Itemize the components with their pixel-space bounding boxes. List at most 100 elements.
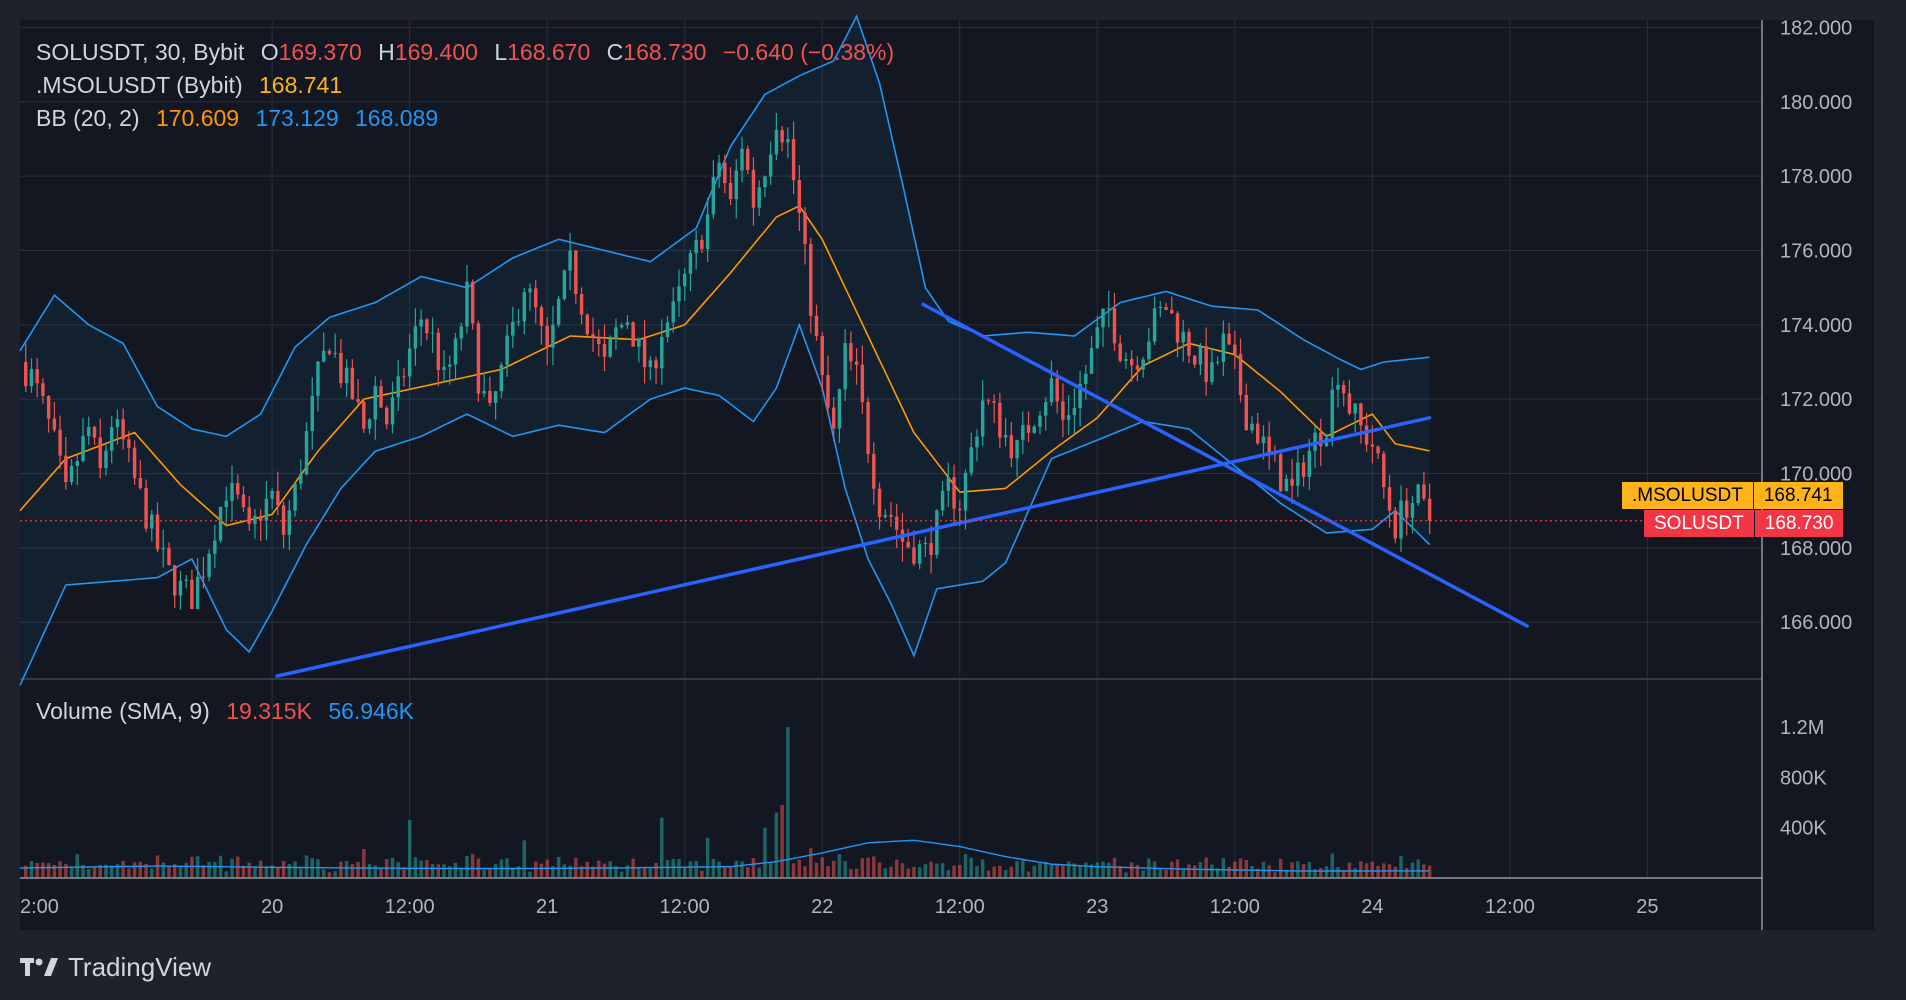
candle-body [195,576,200,609]
candle-body [402,376,406,378]
volume-bar [35,862,39,878]
candle-body [1359,403,1363,426]
candle-body [109,427,114,451]
candle-body [877,488,882,518]
volume-bar [1009,866,1014,878]
candle-body [1032,426,1036,433]
candle-body [648,360,653,368]
bb-lower-value: 168.089 [355,105,439,131]
candle-body [321,350,326,362]
candle-body [642,338,647,368]
candle-body [1370,444,1375,447]
candle-body [602,344,607,357]
symbol-name[interactable]: SOLUSDT, 30, Bybit [36,39,245,65]
candle-body [1215,361,1220,363]
time-tick-label: 20 [261,896,283,918]
candle-body [1158,306,1163,309]
legend-volume-row[interactable]: Volume (SMA, 9) 19.315K 56.946K [36,695,424,727]
candle-body [470,281,475,324]
volume-bar [820,857,824,878]
candle-body [1296,462,1300,486]
volume-bar [201,865,206,878]
volume-bar [717,861,721,878]
candle-body [958,508,962,511]
volume-bar [757,867,761,878]
candle-body [986,400,991,402]
close-value: 168.730 [623,39,707,65]
candle-body [826,375,830,408]
volume-bar [184,862,188,878]
candle-body [1387,487,1392,511]
volume-bar [711,858,716,878]
candle-body [213,540,217,554]
candle-body [677,286,681,302]
volume-bar [1038,863,1042,878]
volume-bar [98,864,102,878]
candle-body [545,325,549,348]
candle-body [1399,500,1403,539]
candle-body [1238,354,1243,396]
tradingview-logo-icon [20,958,58,976]
volume-bar [1307,861,1312,878]
tradingview-brand[interactable]: TradingView [20,950,211,984]
candle-body [493,391,498,403]
volume-bar [190,856,194,878]
candle-body [1072,407,1077,416]
time-tick-label: 2:00 [20,896,59,918]
volume-bar [969,857,973,878]
volume-bar [1089,864,1094,878]
volume-bar [1370,861,1375,878]
legend-symbol-row[interactable]: SOLUSDT, 30, Bybit O169.370 H169.400 L16… [36,36,904,68]
volume-bar [1210,864,1214,878]
volume-bar [877,862,882,878]
volume-bar [379,868,383,878]
bb-indicator-name[interactable]: BB (20, 2) [36,105,140,131]
volume-bar [448,866,452,878]
volume-bar [522,840,526,878]
volume-bar [230,858,234,878]
time-tick-label: 25 [1636,896,1658,918]
volume-bar [883,868,887,878]
volume-bar [304,855,309,878]
close-label: C [606,39,624,65]
volume-bar [831,860,836,878]
volume-bar [493,863,498,878]
volume-bar [1135,864,1140,878]
volume-bar [1416,859,1420,878]
candle-body [1055,378,1059,402]
candle-body [1307,450,1312,477]
volume-bar [1313,869,1317,878]
candle-body [883,514,887,518]
candle-body [1422,484,1426,499]
candle-body [1376,446,1380,454]
volume-bar [1250,865,1254,878]
trendline [921,302,1529,628]
time-tick-label: 22 [811,896,833,918]
time-tick-label: 12:00 [660,896,710,918]
candle-body [1347,393,1352,414]
volume-bar [402,867,406,878]
candle-body [700,239,704,250]
candle-body [751,170,756,208]
volume-bar [1118,865,1122,878]
volume-indicator-name[interactable]: Volume (SMA, 9) [36,698,210,724]
candle-body [293,483,297,511]
candle-body [1278,454,1283,492]
volume-bar [625,865,630,878]
volume-bar [585,861,590,878]
candle-body [1043,402,1048,416]
candle-body [379,386,383,408]
candle-body [539,307,544,326]
mark-symbol-name[interactable]: .MSOLUSDT (Bybit) [36,72,243,98]
legend-mark-row[interactable]: .MSOLUSDT (Bybit) 168.741 [36,69,352,101]
candle-body [1353,403,1357,414]
candle-body [711,176,716,215]
candle-body [1135,365,1140,370]
volume-bar [619,871,624,878]
candle-body [385,407,389,425]
candle-body [906,541,910,548]
legend-bb-row[interactable]: BB (20, 2) 170.609 173.129 168.089 [36,102,448,134]
candle-body [1049,378,1054,403]
